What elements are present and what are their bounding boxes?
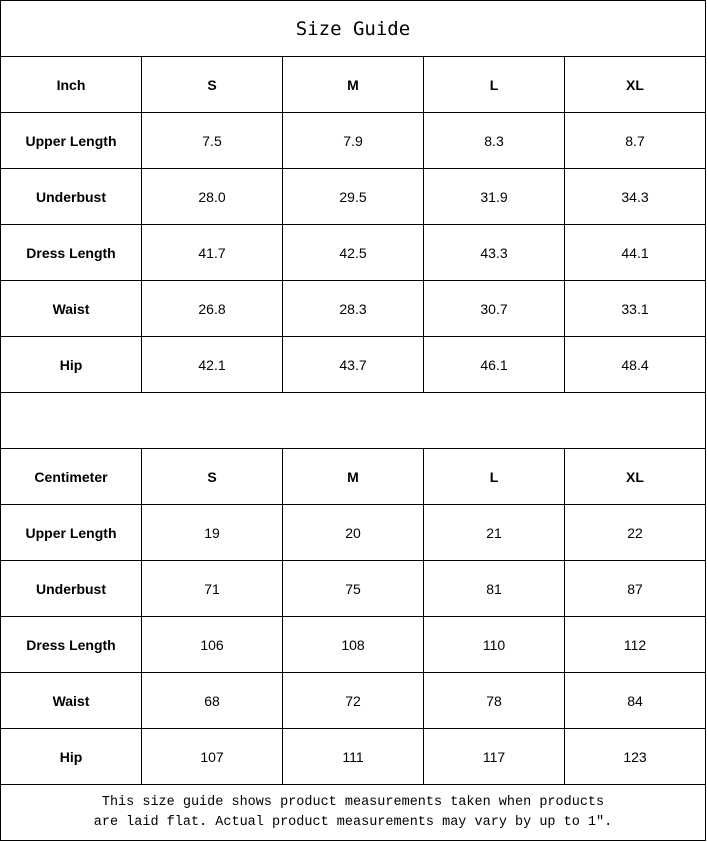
measurement-value: 28.0	[141, 168, 283, 225]
inch-header-row: Inch S M L XL	[0, 56, 706, 113]
measurement-value: 106	[141, 616, 283, 673]
measurement-value: 110	[423, 616, 565, 673]
measurement-value: 43.7	[282, 336, 424, 393]
table-row: Upper Length 7.5 7.9 8.3 8.7	[0, 112, 706, 169]
table-row: Hip 107 111 117 123	[0, 728, 706, 785]
table-row: Dress Length 106 108 110 112	[0, 616, 706, 673]
measurement-value: 42.5	[282, 224, 424, 281]
measurement-value: 22	[564, 504, 706, 561]
measurement-value: 33.1	[564, 280, 706, 337]
measurement-value: 111	[282, 728, 424, 785]
measurement-value: 71	[141, 560, 283, 617]
size-header-s: S	[141, 448, 283, 505]
size-header-xl: XL	[564, 56, 706, 113]
measurement-value: 87	[564, 560, 706, 617]
measurement-value: 34.3	[564, 168, 706, 225]
measurement-value: 7.5	[141, 112, 283, 169]
size-header-s: S	[141, 56, 283, 113]
unit-label: Inch	[0, 56, 142, 113]
measurement-value: 78	[423, 672, 565, 729]
title-row: Size Guide	[0, 0, 706, 57]
measurement-value: 123	[564, 728, 706, 785]
measurement-value: 72	[282, 672, 424, 729]
measurement-value: 30.7	[423, 280, 565, 337]
measurement-value: 81	[423, 560, 565, 617]
note-line-1: This size guide shows product measuremen…	[101, 794, 605, 810]
measurement-value: 8.7	[564, 112, 706, 169]
measurement-value: 117	[423, 728, 565, 785]
measurement-value: 68	[141, 672, 283, 729]
centimeter-header-row: Centimeter S M L XL	[0, 448, 706, 505]
measurement-value: 19	[141, 504, 283, 561]
measurement-value: 28.3	[282, 280, 424, 337]
size-header-l: L	[423, 448, 565, 505]
spacer-cell	[0, 392, 706, 449]
table-row: Dress Length 41.7 42.5 43.3 44.1	[0, 224, 706, 281]
size-header-xl: XL	[564, 448, 706, 505]
table-row: Waist 26.8 28.3 30.7 33.1	[0, 280, 706, 337]
measurement-value: 7.9	[282, 112, 424, 169]
unit-label: Centimeter	[0, 448, 142, 505]
note-line-2: are laid flat. Actual product measuremen…	[93, 814, 613, 830]
measurement-label: Dress Length	[0, 616, 142, 673]
table-row: Hip 42.1 43.7 46.1 48.4	[0, 336, 706, 393]
measurement-value: 107	[141, 728, 283, 785]
measurement-value: 42.1	[141, 336, 283, 393]
size-header-m: M	[282, 56, 424, 113]
measurement-value: 29.5	[282, 168, 424, 225]
measurement-value: 75	[282, 560, 424, 617]
table-row: Underbust 71 75 81 87	[0, 560, 706, 617]
measurement-value: 31.9	[423, 168, 565, 225]
size-header-l: L	[423, 56, 565, 113]
measurement-value: 41.7	[141, 224, 283, 281]
measurement-label: Upper Length	[0, 112, 142, 169]
measurement-label: Hip	[0, 728, 142, 785]
size-note: This size guide shows product measuremen…	[0, 784, 706, 841]
table-row: Waist 68 72 78 84	[0, 672, 706, 729]
measurement-value: 20	[282, 504, 424, 561]
table-row: Underbust 28.0 29.5 31.9 34.3	[0, 168, 706, 225]
measurement-label: Dress Length	[0, 224, 142, 281]
measurement-value: 112	[564, 616, 706, 673]
measurement-label: Upper Length	[0, 504, 142, 561]
measurement-value: 26.8	[141, 280, 283, 337]
measurement-value: 43.3	[423, 224, 565, 281]
table-row: Upper Length 19 20 21 22	[0, 504, 706, 561]
measurement-value: 46.1	[423, 336, 565, 393]
measurement-label: Waist	[0, 672, 142, 729]
spacer-row	[0, 392, 706, 449]
measurement-label: Hip	[0, 336, 142, 393]
measurement-value: 8.3	[423, 112, 565, 169]
measurement-value: 48.4	[564, 336, 706, 393]
measurement-label: Waist	[0, 280, 142, 337]
note-row: This size guide shows product measuremen…	[0, 784, 706, 841]
measurement-value: 84	[564, 672, 706, 729]
measurement-value: 108	[282, 616, 424, 673]
measurement-label: Underbust	[0, 168, 142, 225]
page-title: Size Guide	[0, 0, 706, 57]
measurement-label: Underbust	[0, 560, 142, 617]
size-header-m: M	[282, 448, 424, 505]
measurement-value: 21	[423, 504, 565, 561]
measurement-value: 44.1	[564, 224, 706, 281]
